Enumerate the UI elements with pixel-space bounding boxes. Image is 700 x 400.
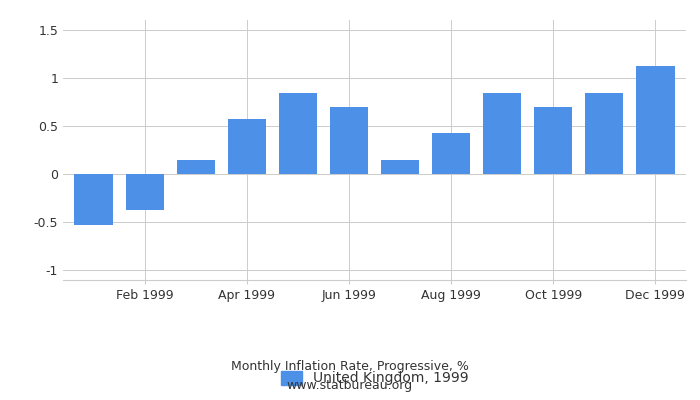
Bar [176,160,215,174]
Bar [483,93,522,174]
Bar [74,174,113,225]
Bar [636,66,675,174]
Bar [125,174,164,210]
Bar [585,93,624,174]
Text: www.statbureau.org: www.statbureau.org [287,379,413,392]
Legend: United Kingdom, 1999: United Kingdom, 1999 [275,365,474,391]
Bar [279,93,317,174]
Text: Monthly Inflation Rate, Progressive, %: Monthly Inflation Rate, Progressive, % [231,360,469,373]
Bar [228,119,266,174]
Bar [381,160,419,174]
Bar [330,107,368,174]
Bar [432,133,470,174]
Bar [534,107,573,174]
